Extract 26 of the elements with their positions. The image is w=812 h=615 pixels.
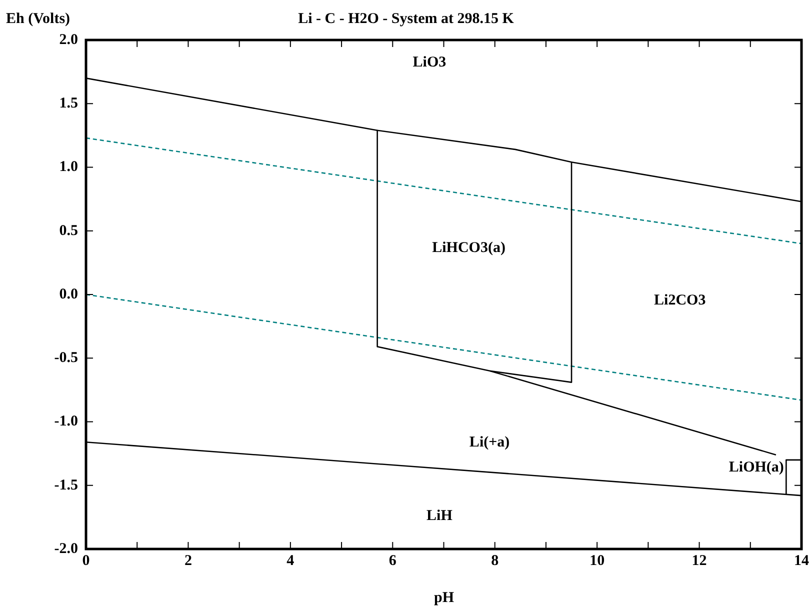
annotation: Li(+a) [469, 434, 510, 450]
x-tick-label: 2 [184, 552, 192, 569]
y-tick-label: 0.5 [59, 222, 78, 239]
x-tick-label: 4 [286, 552, 295, 569]
x-tick-label: 0 [82, 552, 90, 569]
x-tick-label: 6 [388, 552, 397, 569]
x-tick-label: 10 [590, 552, 605, 569]
y-axis-title: Eh (Volts) [6, 11, 70, 28]
y-tick-label: 1.0 [59, 159, 78, 176]
x-tick-label: 12 [692, 552, 707, 569]
y-tick-label: 2.0 [59, 32, 78, 48]
annotation: LiH [426, 508, 453, 524]
y-tick-label: 1.5 [59, 96, 78, 112]
annotation: LiOH(a) [728, 459, 784, 476]
annotation: Li2CO3 [654, 292, 706, 308]
chart-title: Li - C - H2O - System at 298.15 K [298, 11, 514, 27]
x-tick-label: 8 [491, 552, 499, 569]
y-tick-label: -0.5 [54, 350, 78, 366]
y-tick-label: 0.0 [59, 286, 78, 302]
y-tick-label: -1.0 [54, 414, 78, 430]
y-tick-label: -2.0 [54, 540, 78, 557]
x-tick-label: 14 [794, 552, 810, 569]
annotation: LiO3 [412, 54, 446, 70]
x-axis-title: pH [432, 590, 455, 607]
annotation: LiHCO3(a) [432, 240, 506, 256]
y-tick-label: -1.5 [54, 477, 78, 494]
